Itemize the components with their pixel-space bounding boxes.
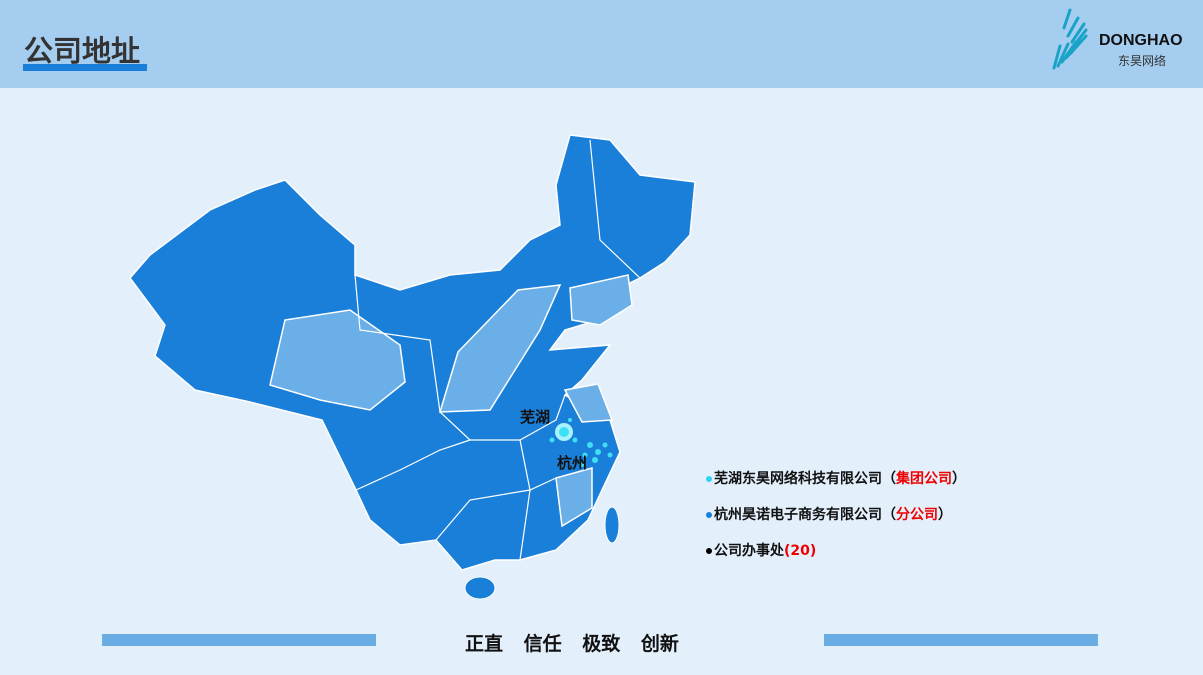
logo-subtext: 东昊网络 [1118,54,1167,68]
legend-item: 公司办事处(20) [706,540,816,560]
province-qinghai [269,309,406,411]
paren: ） [952,471,966,487]
city-label-hangzhou: 杭州 [557,454,588,472]
slogan: 正直 信任 极致 创新 [465,633,679,655]
legend-label: 芜湖东昊网络科技有限公司 [714,471,882,487]
legend-item: 杭州昊诺电子商务有限公司（分公司） [706,504,952,524]
wuhu-marker [559,427,569,437]
island-taiwan [604,506,620,544]
logo-text: DONGHAO [1099,32,1183,49]
legend-label: 杭州昊诺电子商务有限公司 [714,507,882,523]
province-borders [354,139,641,561]
island-hainan [464,576,496,600]
city-label-wuhu: 芜湖 [520,408,551,426]
legend-tag: 集团公司 [896,471,952,487]
footer-bar-left [102,634,376,646]
china-outline [129,134,696,571]
legend-label: 公司办事处 [714,543,784,559]
province-north-central [438,284,562,413]
footer-bar-right [824,634,1098,646]
cyan-dot-icon [706,476,712,482]
legend-tag: 分公司 [896,507,938,523]
logo: DONGHAO 东昊网络 [1046,6,1196,76]
legend-tag: (20) [784,543,817,559]
paren: ） [938,507,952,523]
paren: （ [882,507,896,523]
province-jiangsu [563,383,614,423]
paren: （ [882,471,896,487]
blue-dot-icon [706,512,712,518]
feather-logo-icon [1052,8,1088,70]
black-dot-icon [706,548,712,554]
province-fujian [555,467,593,528]
page-title: 公司地址 [24,34,141,68]
office-markers [549,418,613,467]
header: 公司地址 DONGHAO 东昊网络 [0,0,1203,88]
legend-item: 芜湖东昊网络科技有限公司（集团公司） [706,468,966,488]
title-underline [23,64,147,71]
province-liaoning [569,274,633,326]
